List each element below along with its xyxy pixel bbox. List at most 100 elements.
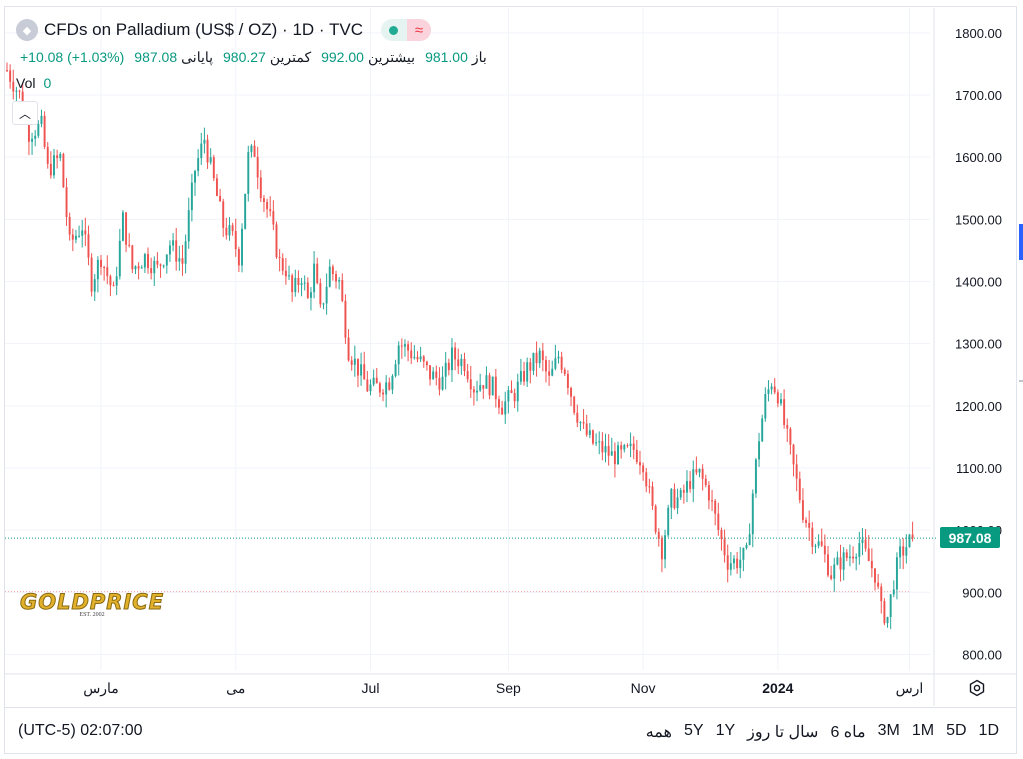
candle	[664, 529, 667, 569]
candle	[579, 421, 582, 431]
candle	[319, 278, 322, 308]
candle	[538, 347, 541, 368]
candle	[701, 464, 704, 491]
candle	[291, 273, 294, 302]
candle	[469, 365, 472, 398]
candle	[425, 360, 428, 371]
range-6m[interactable]: 6 ماه	[830, 724, 866, 741]
candle	[256, 146, 259, 190]
candle	[613, 442, 616, 478]
candle	[128, 233, 131, 248]
candle	[745, 542, 748, 550]
axis-settings-icon[interactable]	[966, 677, 988, 699]
candle	[96, 256, 99, 293]
candle	[861, 527, 864, 556]
candle	[789, 427, 792, 455]
candle	[780, 393, 782, 406]
candle	[845, 549, 848, 562]
scale-handle-secondary[interactable]	[1019, 380, 1023, 382]
candle	[90, 253, 93, 297]
collapse-legend-button[interactable]: ︿	[12, 101, 38, 125]
candle	[601, 432, 604, 461]
candle	[40, 109, 43, 128]
candle	[200, 132, 203, 165]
candle	[620, 441, 623, 459]
candle	[795, 454, 798, 492]
candle	[670, 487, 673, 520]
candle	[717, 502, 720, 536]
candle	[43, 111, 46, 149]
candle	[143, 252, 146, 273]
candle	[297, 270, 300, 293]
candle	[576, 404, 579, 428]
candle	[366, 371, 369, 393]
candle	[695, 456, 698, 476]
x-tick-label: Nov	[631, 680, 656, 696]
candle	[403, 339, 406, 357]
candle	[435, 365, 438, 386]
candle	[353, 345, 356, 377]
candle	[704, 474, 707, 488]
candle	[231, 222, 234, 236]
candle	[429, 365, 432, 386]
candle	[858, 531, 861, 565]
candle	[673, 483, 676, 510]
candle	[391, 374, 394, 395]
candle	[68, 212, 71, 241]
candle	[454, 342, 457, 371]
range-1y[interactable]: 1Y	[715, 722, 736, 739]
candle	[244, 193, 247, 230]
candle	[125, 212, 128, 253]
candle	[526, 357, 529, 387]
candle	[269, 196, 272, 217]
candle	[651, 481, 654, 510]
candle	[823, 534, 826, 563]
candle	[206, 134, 209, 169]
x-tick-label: 2024	[762, 680, 793, 696]
candle	[566, 370, 569, 395]
candle	[237, 246, 240, 273]
candle	[241, 223, 243, 273]
candle	[519, 358, 522, 385]
candle	[808, 510, 811, 541]
chart-frame	[4, 6, 1017, 754]
candle	[798, 471, 801, 504]
bottom-toolbar: (UTC-5) 02:07:00 همه 5Y 1Y سال تا روز 6 …	[4, 707, 1017, 753]
range-1m[interactable]: 1M	[911, 722, 935, 739]
candle	[103, 265, 106, 281]
range-5d[interactable]: 5D	[946, 722, 967, 739]
candle	[563, 367, 566, 376]
candle	[523, 361, 526, 386]
timezone-clock[interactable]: (UTC-5) 02:07:00	[18, 722, 143, 739]
candle	[444, 351, 447, 390]
candle	[15, 86, 18, 103]
candle	[545, 356, 547, 383]
candle	[870, 548, 873, 578]
candle	[284, 258, 287, 285]
candle	[278, 249, 281, 272]
range-1d[interactable]: 1D	[978, 722, 999, 739]
candlestick-series	[6, 62, 914, 630]
candle	[416, 351, 419, 363]
close-value: 987.08	[134, 49, 178, 65]
range-3m[interactable]: 3M	[877, 722, 900, 739]
candle	[369, 379, 372, 396]
candle	[886, 616, 889, 628]
candle	[18, 89, 21, 99]
market-status-pill[interactable]: ≈	[380, 19, 431, 41]
candle	[751, 489, 754, 548]
y-tick-label: 1500.00	[955, 212, 1002, 227]
scale-handle[interactable]	[1019, 224, 1023, 260]
range-ytd[interactable]: سال تا روز	[747, 724, 819, 741]
symbol-title[interactable]: CFDs on Palladium (US$ / OZ) · 1D · TVC	[44, 20, 363, 39]
candle	[394, 359, 397, 378]
range-all[interactable]: همه	[645, 724, 672, 741]
candle	[573, 395, 576, 415]
candle	[551, 360, 554, 377]
candle	[350, 356, 353, 371]
range-5y[interactable]: 5Y	[683, 722, 704, 739]
candle	[253, 140, 256, 158]
candle	[407, 340, 410, 362]
candle	[222, 198, 225, 237]
